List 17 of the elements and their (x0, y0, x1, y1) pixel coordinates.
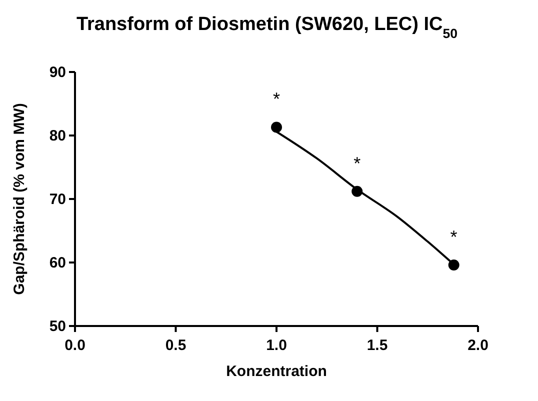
y-tick-label: 70 (49, 191, 66, 208)
annotation: * (272, 89, 280, 110)
y-tick-label: 80 (49, 128, 66, 144)
x-axis-title: Konzentration (226, 363, 327, 380)
x-tick-label: 1.0 (266, 337, 287, 354)
y-axis-title: Gap/Sphäroid (% vom MW) (11, 103, 28, 295)
chart-title: Transform of Diosmetin (SW620, LEC) IC$_{50}$ (76, 14, 458, 40)
annotation: * (450, 227, 458, 248)
x-tick-label: 2.0 (468, 337, 488, 354)
y-tick-label: 60 (49, 254, 66, 272)
point (271, 122, 282, 133)
annotation: * (354, 153, 361, 174)
y-tick-label: 90 (49, 64, 66, 81)
x-tick-label: 1.5 (366, 337, 388, 354)
y-tick-label: 50 (49, 318, 66, 335)
x-tick-label: 0.0 (64, 337, 86, 354)
x-tick-label: 0.5 (165, 337, 186, 354)
